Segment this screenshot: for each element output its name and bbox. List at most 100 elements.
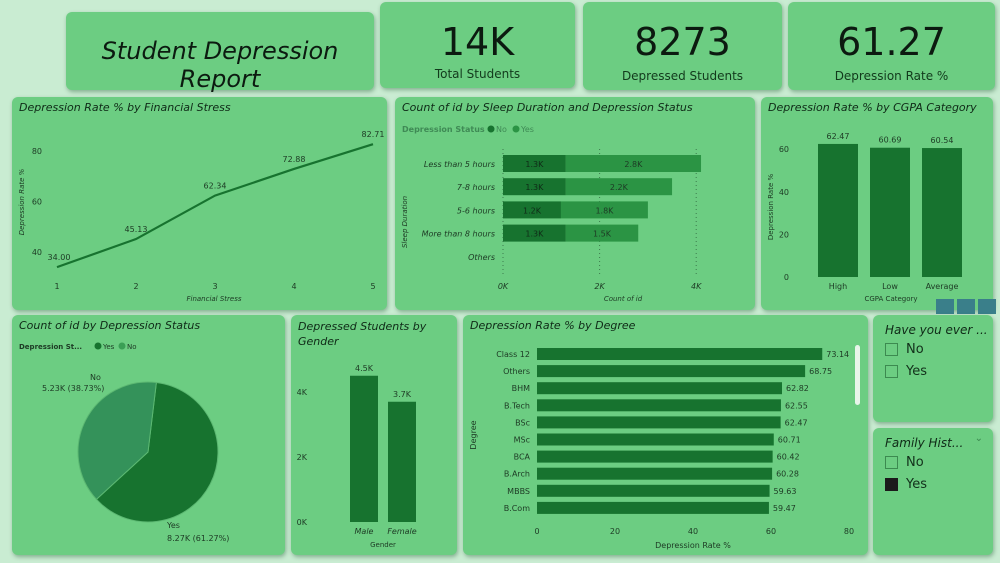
category-label: B.Arch [504,470,530,479]
category-label: MSc [514,436,530,445]
x-tick-label: 4 [291,282,296,291]
series-line [56,143,374,269]
category-label: B.Tech [504,401,530,410]
bar-yes [560,201,648,219]
chart-title: Count of id by Sleep Duration and Depres… [402,101,693,114]
kpi-label: Total Students [434,67,521,81]
kpi-value: 61.27 [837,20,946,64]
x-tick-label: 5 [370,282,375,291]
slicer-have-you-ever[interactable]: Have you ever ... No Yes [873,315,993,422]
data-label: 62.82 [786,384,809,393]
depression-status-pie[interactable]: Count of id by Depression Status Depressi… [12,315,285,555]
degree-chart[interactable]: Depression Rate % by Degree Class 12 73.14… [463,315,868,555]
x-tick-label: 20 [610,527,620,536]
slicer-option-yes[interactable]: Yes [885,364,927,379]
x-axis-title: Count of id [604,295,643,303]
option-label: Yes [906,477,927,492]
checkbox[interactable] [885,365,898,378]
slice-label: 5.23K (38.73%) [42,384,104,393]
chevron-down-icon[interactable]: ⌄ [974,433,983,444]
legend-label: Yes [520,125,534,134]
checkbox[interactable] [885,456,898,469]
y-tick-label: 40 [779,188,789,197]
kpi-value: 8273 [634,20,731,64]
data-label: 45.13 [125,225,148,234]
checkbox[interactable] [885,343,898,356]
legend-label: No [496,125,507,134]
data-label: 60.71 [778,436,801,445]
kpi-label: Depressed Students [621,69,744,83]
kpi-value: 14K [440,20,515,64]
financial-stress-chart[interactable]: Depression Rate % by Financial Stress 40 6… [12,97,387,310]
x-tick-label: 80 [844,527,854,536]
bar [537,433,774,446]
category-label: BCA [514,453,531,462]
y-tick-label: 2K [297,453,308,462]
category-label: Others [503,367,530,376]
x-tick-label: 40 [688,527,698,536]
checkbox-checked[interactable] [885,478,898,491]
slicer-title: Family Hist... [885,436,964,450]
data-label: 60.42 [777,453,800,462]
sleep-duration-chart[interactable]: Count of id by Sleep Duration and Depres… [395,97,755,310]
slicer-option-no[interactable]: No [885,342,924,357]
x-tick-label: 3 [212,282,217,291]
slice-name: No [90,373,101,382]
y-tick-label: 60 [779,145,789,154]
category-label: More than 8 hours [422,230,495,239]
slice-label: 8.27K (61.27%) [167,534,229,543]
scrollbar[interactable] [855,345,860,405]
y-axis-title: Depression Rate % [18,168,26,235]
bar-no [503,224,566,242]
chart-title: Count of id by Depression Status [19,319,201,332]
legend-title: Depression Status [402,125,485,134]
data-label: 72.88 [283,155,306,164]
data-label: 60.54 [931,136,954,145]
bar [537,484,770,497]
data-label: 1.3K [525,230,544,239]
category-label: B.Com [504,504,531,513]
data-label: 1.3K [525,183,544,192]
x-tick-label: 1 [54,282,59,291]
legend-label: No [127,343,137,351]
bar [537,399,781,412]
page-nav-tabs[interactable] [936,299,996,314]
x-axis-title: Depression Rate % [655,541,731,550]
gender-chart[interactable]: Depressed Students by Gender 0K 2K 4K 4.5K Ma… [291,315,457,555]
data-label: 1.3K [525,160,544,169]
data-label: 59.63 [774,487,797,496]
kpi-depressed-students: 8273 Depressed Students [583,2,782,90]
cgpa-chart[interactable]: Depression Rate % by CGPA Category 0 20 40 6… [761,97,993,310]
data-label: 3.7K [393,390,412,399]
x-tick-label: Female [387,527,416,536]
legend-label: Yes [102,343,115,351]
bar-no [503,178,566,196]
x-axis-title: CGPA Category [864,295,917,303]
data-label: 82.71 [362,130,385,139]
option-label: No [906,342,924,357]
data-label: 1.5K [593,230,612,239]
category-label: BSc [515,418,530,427]
legend-marker-yes [512,125,520,133]
x-tick-label: 2K [594,282,605,291]
bar [537,450,773,463]
y-tick-label: 0 [784,273,789,282]
bar [537,382,782,395]
bar-no [503,155,566,172]
x-axis-title: Gender [370,541,396,549]
pie-slice-yes [95,381,219,523]
kpi-depression-rate: 61.27 Depression Rate % [788,2,995,90]
category-label: Less than 5 hours [424,160,495,169]
data-label: 62.34 [204,182,227,191]
category-label: 5-6 hours [457,206,495,215]
category-label: MBBS [507,487,530,496]
report-title: Student Depression Report [101,37,339,93]
y-tick-label: 20 [779,230,789,239]
slicer-option-no[interactable]: No [885,455,924,470]
x-tick-label: 0 [534,527,539,536]
x-tick-label: 2 [133,282,138,291]
y-tick-label: 40 [32,248,42,257]
bar [818,143,858,277]
slicer-option-yes[interactable]: Yes [885,477,927,492]
slicer-family-history[interactable]: Family Hist... ⌄ No Yes [873,428,993,555]
